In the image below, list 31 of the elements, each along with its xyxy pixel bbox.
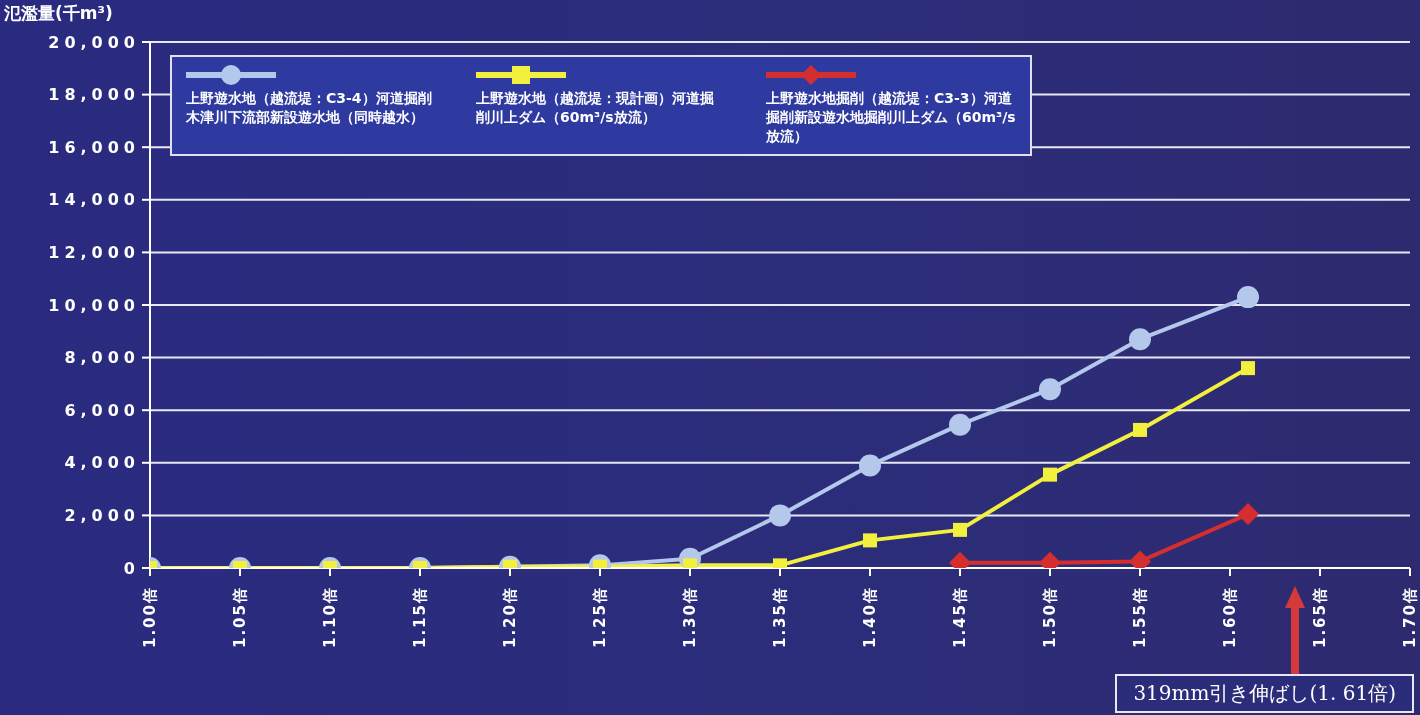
y-tick-label: 18,000 — [48, 85, 140, 105]
x-tick-label: 1.45倍 — [951, 586, 969, 649]
x-tick-label: 1.25倍 — [591, 586, 609, 649]
y-tick-label: 6,000 — [64, 400, 140, 420]
x-tick-label: 1.70倍 — [1401, 586, 1419, 649]
y-tick-label: 8,000 — [64, 348, 140, 368]
x-tick-label: 1.15倍 — [411, 586, 429, 649]
x-tick-label: 1.50倍 — [1041, 586, 1059, 649]
y-tick-label: 20,000 — [48, 32, 140, 52]
y-tick-label: 4,000 — [64, 453, 140, 473]
legend-label: 上野遊水地掘削（越流堤：C3-3）河道掘削新設遊水地掘削川上ダム（60m³/s放流） — [766, 89, 1016, 146]
x-tick-label: 1.55倍 — [1131, 586, 1149, 649]
y-tick-label: 0 — [123, 558, 140, 578]
y-tick-label: 2,000 — [64, 506, 140, 526]
x-tick-label: 1.05倍 — [231, 586, 249, 649]
y-tick-label: 14,000 — [48, 190, 140, 210]
y-tick-label: 10,000 — [48, 295, 140, 315]
y-axis-title: 氾濫量(千m³) — [4, 2, 113, 25]
legend-label: 上野遊水地（越流堤：現計画）河道掘削川上ダム（60m³/s放流） — [476, 89, 715, 127]
x-tick-label: 1.60倍 — [1221, 586, 1239, 649]
y-tick-label: 12,000 — [48, 243, 140, 263]
x-tick-label: 1.20倍 — [501, 586, 519, 649]
x-tick-label: 1.65倍 — [1311, 586, 1329, 649]
x-tick-label: 1.30倍 — [681, 586, 699, 649]
text: 319mm引き伸ばし(1. 61倍) — [1115, 674, 1414, 713]
x-tick-label: 1.40倍 — [861, 586, 879, 649]
x-tick-label: 1.35倍 — [771, 586, 789, 649]
x-tick-label: 1.10倍 — [321, 586, 339, 649]
x-tick-label: 1.00倍 — [141, 586, 159, 649]
legend-label: 上野遊水地（越流堤：C3-4）河道掘削木津川下流部新設遊水地（同時越水） — [186, 89, 433, 127]
y-tick-label: 16,000 — [48, 137, 140, 157]
